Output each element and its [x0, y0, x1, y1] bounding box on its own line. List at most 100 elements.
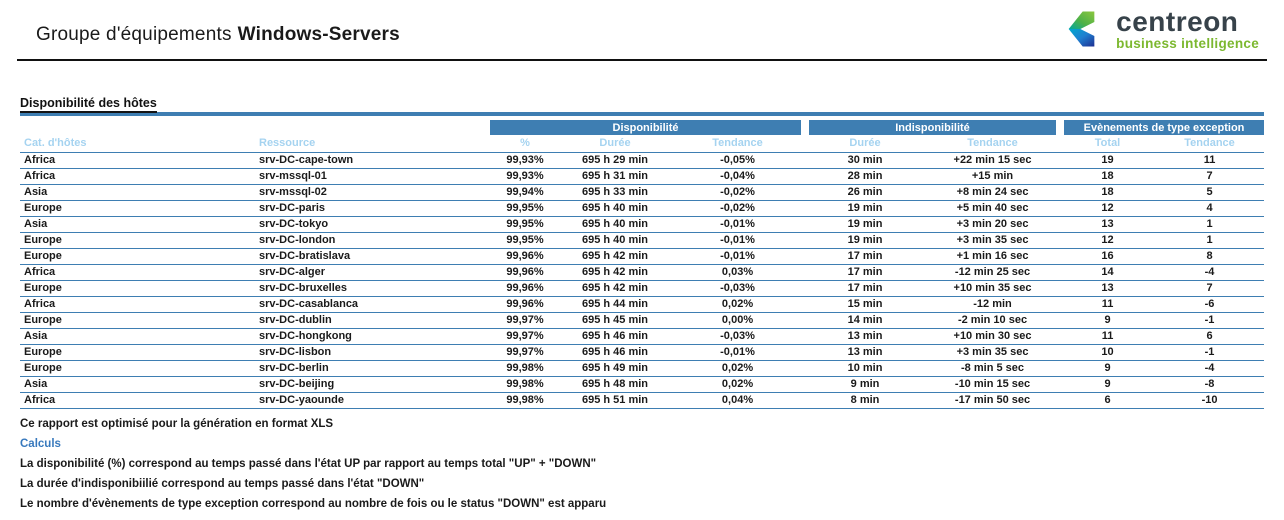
- cell-availability-trend: 0,04%: [670, 392, 806, 409]
- cell-exception-trend: 7: [1155, 280, 1265, 297]
- cell-availability-trend: -0,03%: [670, 280, 806, 297]
- cell-unavailability-duration: 30 min: [805, 151, 926, 169]
- report-notes: Ce rapport est optimisé pour la générati…: [20, 414, 1264, 514]
- page-title: Groupe d'équipements Windows-Servers: [36, 24, 400, 46]
- cell-availability-trend: -0,01%: [670, 344, 806, 361]
- cell-availability-duration: 695 h 33 min: [560, 184, 670, 201]
- cell-availability-trend: -0,01%: [670, 232, 806, 249]
- cell-resource: srv-DC-alger: [255, 264, 490, 281]
- cell-category: Asia: [20, 184, 255, 201]
- cell-availability-pct: 99,96%: [490, 264, 560, 281]
- cell-unavailability-duration: 8 min: [805, 392, 926, 409]
- cell-unavailability-duration: 17 min: [805, 248, 926, 265]
- cell-unavailability-duration: 17 min: [805, 264, 926, 281]
- cell-exception-total: 18: [1060, 184, 1156, 201]
- cell-resource: srv-mssql-02: [255, 184, 490, 201]
- cell-availability-duration: 695 h 42 min: [560, 280, 670, 297]
- cell-unavailability-trend: +1 min 16 sec: [925, 248, 1061, 265]
- cell-unavailability-trend: +3 min 20 sec: [925, 216, 1061, 233]
- cell-exception-trend: -1: [1155, 344, 1265, 361]
- cell-unavailability-duration: 13 min: [805, 344, 926, 361]
- table-row: Asia srv-DC-hongkong 99,97% 695 h 46 min -0,…: [20, 328, 1265, 345]
- cell-category: Asia: [20, 216, 255, 233]
- column-header-row: Cat. d'hôtes Ressource % Durée Tendance …: [20, 135, 1264, 152]
- cell-unavailability-duration: 10 min: [805, 360, 926, 377]
- cell-availability-duration: 695 h 45 min: [560, 312, 670, 329]
- cell-availability-duration: 695 h 29 min: [560, 151, 670, 169]
- cell-exception-trend: -6: [1155, 296, 1265, 313]
- cell-category: Europe: [20, 344, 255, 361]
- cell-unavailability-trend: +10 min 35 sec: [925, 280, 1061, 297]
- page-title-name: Windows-Servers: [237, 24, 400, 45]
- cell-resource: srv-DC-beijing: [255, 376, 490, 393]
- cell-resource: srv-DC-bruxelles: [255, 280, 490, 297]
- cell-exception-trend: -1: [1155, 312, 1265, 329]
- cell-exception-trend: 8: [1155, 248, 1265, 265]
- cell-resource: srv-DC-berlin: [255, 360, 490, 377]
- cell-category: Europe: [20, 200, 255, 217]
- table-row: Asia srv-mssql-02 99,94% 695 h 33 min -0,02%…: [20, 184, 1265, 201]
- cell-unavailability-trend: +15 min: [925, 168, 1061, 185]
- cell-availability-pct: 99,95%: [490, 232, 560, 249]
- cell-availability-trend: -0,01%: [670, 248, 806, 265]
- cell-availability-trend: 0,03%: [670, 264, 806, 281]
- cell-exception-trend: 6: [1155, 328, 1265, 345]
- cell-unavailability-trend: -12 min: [925, 296, 1061, 313]
- cell-exception-total: 12: [1060, 232, 1156, 249]
- cell-category: Africa: [20, 151, 255, 169]
- cell-availability-duration: 695 h 42 min: [560, 264, 670, 281]
- cell-availability-trend: 0,00%: [670, 312, 806, 329]
- cell-unavailability-duration: 19 min: [805, 232, 926, 249]
- cell-category: Africa: [20, 392, 255, 409]
- cell-exception-total: 11: [1060, 296, 1156, 313]
- cell-unavailability-duration: 19 min: [805, 216, 926, 233]
- cell-unavailability-duration: 19 min: [805, 200, 926, 217]
- cell-availability-duration: 695 h 51 min: [560, 392, 670, 409]
- cell-unavailability-duration: 28 min: [805, 168, 926, 185]
- report-header: Groupe d'équipements Windows-Servers cent…: [17, 0, 1267, 61]
- cell-unavailability-trend: +3 min 35 sec: [925, 344, 1061, 361]
- cell-resource: srv-DC-yaounde: [255, 392, 490, 409]
- cell-exception-trend: 7: [1155, 168, 1265, 185]
- cell-category: Asia: [20, 328, 255, 345]
- cell-resource: srv-DC-cape-town: [255, 151, 490, 169]
- column-header-exception-trend: Tendance: [1184, 137, 1235, 150]
- cell-unavailability-trend: -10 min 15 sec: [925, 376, 1061, 393]
- table-row: Africa srv-mssql-01 99,93% 695 h 31 min -0,0…: [20, 168, 1265, 185]
- cell-exception-trend: 4: [1155, 200, 1265, 217]
- cell-unavailability-trend: -8 min 5 sec: [925, 360, 1061, 377]
- column-header-availability-duration: Durée: [599, 137, 631, 150]
- cell-unavailability-trend: +22 min 15 sec: [925, 151, 1061, 169]
- section-heading: Disponibilité des hôtes: [20, 94, 1264, 116]
- cell-availability-duration: 695 h 42 min: [560, 248, 670, 265]
- cell-availability-pct: 99,97%: [490, 344, 560, 361]
- cell-resource: srv-DC-hongkong: [255, 328, 490, 345]
- table-row: Europe srv-DC-bruxelles 99,96% 695 h 42 min…: [20, 280, 1265, 297]
- cell-unavailability-duration: 14 min: [805, 312, 926, 329]
- cell-availability-pct: 99,95%: [490, 216, 560, 233]
- cell-availability-duration: 695 h 48 min: [560, 376, 670, 393]
- cell-category: Asia: [20, 376, 255, 393]
- cell-unavailability-trend: -17 min 50 sec: [925, 392, 1061, 409]
- cell-exception-total: 10: [1060, 344, 1156, 361]
- cell-exception-total: 16: [1060, 248, 1156, 265]
- note-calc-unavailability: La durée d'indisponibiilié correspond au…: [20, 477, 425, 490]
- cell-category: Africa: [20, 296, 255, 313]
- cell-availability-pct: 99,98%: [490, 360, 560, 377]
- cell-availability-pct: 99,93%: [490, 168, 560, 185]
- table-row: Europe srv-DC-bratislava 99,96% 695 h 42 mi…: [20, 248, 1265, 265]
- cell-availability-pct: 99,96%: [490, 280, 560, 297]
- cell-unavailability-duration: 9 min: [805, 376, 926, 393]
- host-table-body: Africa srv-DC-cape-town 99,93% 695 h 29 min…: [20, 151, 1265, 409]
- cell-exception-total: 9: [1060, 376, 1156, 393]
- cell-unavailability-trend: +8 min 24 sec: [925, 184, 1061, 201]
- cell-category: Europe: [20, 312, 255, 329]
- section-heading-label: Disponibilité des hôtes: [20, 96, 157, 113]
- cell-resource: srv-DC-london: [255, 232, 490, 249]
- cell-resource: srv-DC-casablanca: [255, 296, 490, 313]
- cell-availability-pct: 99,98%: [490, 392, 560, 409]
- column-header-category: Cat. d'hôtes: [24, 137, 87, 150]
- table-row: Africa srv-DC-alger 99,96% 695 h 42 min 0,03…: [20, 264, 1265, 281]
- centreon-wordmark: centreon: [1116, 6, 1239, 37]
- table-row: Asia srv-DC-beijing 99,98% 695 h 48 min 0,02…: [20, 376, 1265, 393]
